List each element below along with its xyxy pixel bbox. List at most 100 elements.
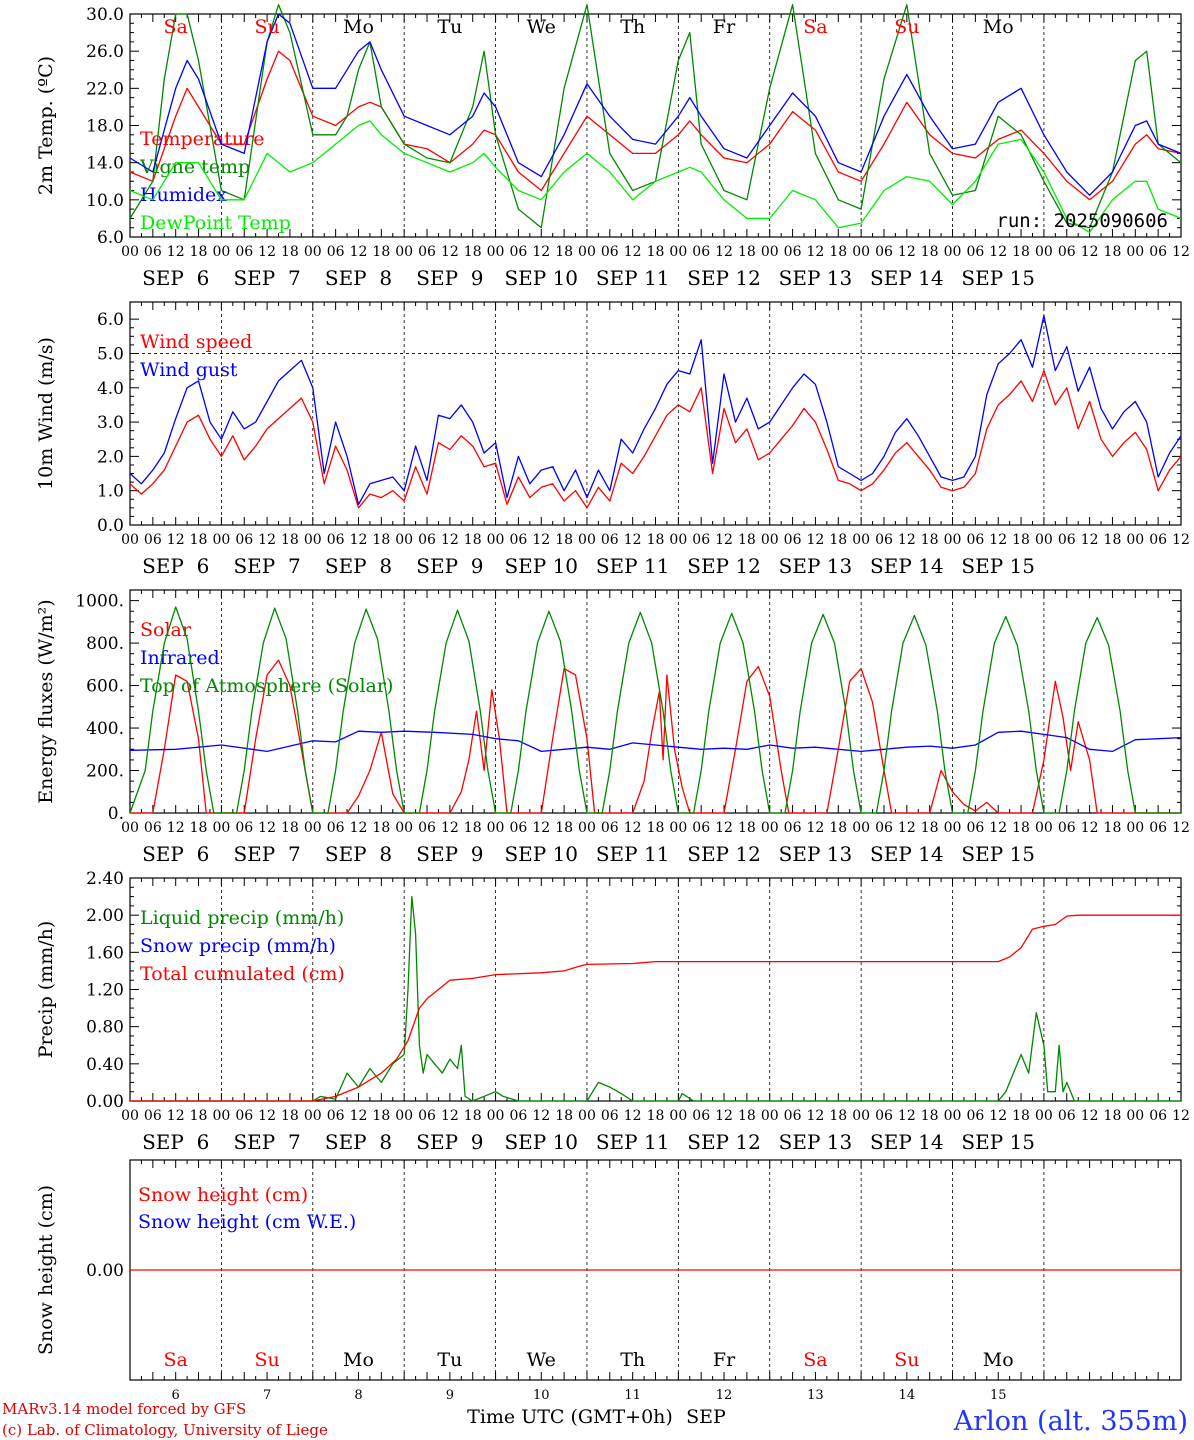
x-hour-label: 18 <box>829 1108 847 1124</box>
x-hour-label: 18 <box>921 820 939 836</box>
y-axis-label: Precip (mm/h) <box>35 921 57 1059</box>
y-tick-label: 600. <box>86 677 124 697</box>
x-hour-label: 12 <box>715 532 733 548</box>
y-tick-label: 0. <box>108 804 124 824</box>
x-hour-label: 12 <box>532 820 550 836</box>
y-tick-label: 10.0 <box>86 191 124 211</box>
x-hour-label: 12 <box>1081 244 1099 260</box>
x-hour-label: 18 <box>1012 1108 1030 1124</box>
x-hour-label: 18 <box>1104 532 1122 548</box>
x-hour-label: 06 <box>327 244 345 260</box>
series-top-of-atmosphere-solar <box>129 606 1181 814</box>
weekday-label: Fr <box>713 16 736 38</box>
x-date-label: SEP 8 <box>325 842 392 866</box>
x-hour-label: 06 <box>875 532 893 548</box>
x-date-label: SEP 11 <box>596 842 670 866</box>
x-hour-label: 00 <box>944 820 962 836</box>
x-hour-label: 06 <box>1149 244 1167 260</box>
x-hour-label: 06 <box>692 244 710 260</box>
x-hour-label: 12 <box>807 244 825 260</box>
x-hour-label: 12 <box>1172 532 1190 548</box>
series-wind-speed <box>129 369 1182 509</box>
x-hour-label: 00 <box>304 1108 322 1124</box>
x-hour-label: 06 <box>509 1108 527 1124</box>
x-hour-label: 12 <box>1081 820 1099 836</box>
x-hour-label: 12 <box>532 1108 550 1124</box>
y-tick-label: 200. <box>86 762 124 782</box>
x-hour-label: 00 <box>761 244 779 260</box>
x-hour-label: 12 <box>532 532 550 548</box>
y-axis-label: Snow height (cm) <box>35 1185 57 1355</box>
weekday-label: Tu <box>437 1349 462 1371</box>
x-hour-label: 00 <box>669 820 687 836</box>
weekday-label: Su <box>894 16 919 38</box>
x-date-label: SEP 15 <box>961 1130 1035 1154</box>
x-hour-label: 12 <box>624 820 642 836</box>
x-date-label: SEP 6 <box>142 1130 209 1154</box>
x-hour-label: 18 <box>190 820 208 836</box>
x-hour-label: 00 <box>1126 532 1144 548</box>
x-hour-label: 18 <box>190 1108 208 1124</box>
x-date-label: SEP 7 <box>233 842 300 866</box>
weekday-label: Sa <box>803 1349 827 1371</box>
x-hour-label: 06 <box>692 1108 710 1124</box>
x-hour-label: 00 <box>487 532 505 548</box>
x-hour-label: 12 <box>807 1108 825 1124</box>
weekday-label: Fr <box>713 1349 736 1371</box>
x-hour-label: 00 <box>852 1108 870 1124</box>
bottom-day-number: 9 <box>446 1388 454 1403</box>
x-hour-label: 00 <box>1126 244 1144 260</box>
y-tick-label: 3.0 <box>97 413 124 433</box>
x-hour-label: 00 <box>487 244 505 260</box>
y-tick-label: 0.00 <box>86 1092 124 1112</box>
x-hour-label: 18 <box>464 532 482 548</box>
x-hour-label: 00 <box>1035 244 1053 260</box>
x-hour-label: 18 <box>555 1108 573 1124</box>
legend-entry: Wind speed <box>140 331 252 353</box>
x-date-label: SEP 9 <box>416 842 483 866</box>
x-hour-label: 00 <box>852 532 870 548</box>
x-date-label: SEP 7 <box>233 1130 300 1154</box>
x-date-label: SEP 15 <box>961 266 1035 290</box>
x-hour-label: 12 <box>1172 820 1190 836</box>
legend-entry: Humidex <box>140 184 227 206</box>
series-liquid-precip-mm-h <box>130 895 1181 1102</box>
weekday-label: Mo <box>983 16 1014 38</box>
legend-entry: Wind gust <box>140 359 238 381</box>
series-infrared <box>129 730 1182 753</box>
x-hour-label: 06 <box>418 532 436 548</box>
x-hour-label: 00 <box>212 244 230 260</box>
x-hour-label: 00 <box>669 532 687 548</box>
x-hour-label: 18 <box>1012 244 1030 260</box>
x-hour-label: 00 <box>395 1108 413 1124</box>
x-hour-label: 00 <box>578 532 596 548</box>
y-tick-label: 5.0 <box>97 344 124 364</box>
x-date-label: SEP 13 <box>779 266 853 290</box>
x-hour-label: 06 <box>601 532 619 548</box>
bottom-day-number: 6 <box>172 1388 180 1403</box>
x-date-label: SEP 8 <box>325 1130 392 1154</box>
x-hour-label: 18 <box>281 820 299 836</box>
x-hour-label: 06 <box>966 1108 984 1124</box>
y-tick-label: 1.20 <box>86 981 124 1001</box>
x-date-label: SEP 7 <box>233 266 300 290</box>
x-axis-month: SEP <box>686 1406 726 1428</box>
panel-5: 0.00 Snow height (cm) Snow height (cm) Snow… <box>35 1159 1182 1381</box>
bottom-day-number: 8 <box>354 1388 362 1403</box>
x-date-label: SEP 12 <box>687 842 761 866</box>
x-hour-label: 18 <box>464 1108 482 1124</box>
x-hour-label: 06 <box>875 820 893 836</box>
x-hour-label: 12 <box>258 532 276 548</box>
x-hour-label: 12 <box>989 820 1007 836</box>
plot-frame <box>129 589 1182 814</box>
x-hour-label: 18 <box>281 244 299 260</box>
x-hour-label: 00 <box>121 1108 139 1124</box>
x-date-label: SEP 6 <box>142 554 209 578</box>
weekday-label: Th <box>620 1349 645 1371</box>
bottom-day-number: 14 <box>899 1388 916 1403</box>
x-hour-label: 00 <box>1126 1108 1144 1124</box>
x-hour-label: 12 <box>167 1108 185 1124</box>
x-hour-label: 06 <box>509 244 527 260</box>
x-hour-label: 12 <box>441 1108 459 1124</box>
footer-model-credit: MARv3.14 model forced by GFS <box>2 1400 246 1418</box>
